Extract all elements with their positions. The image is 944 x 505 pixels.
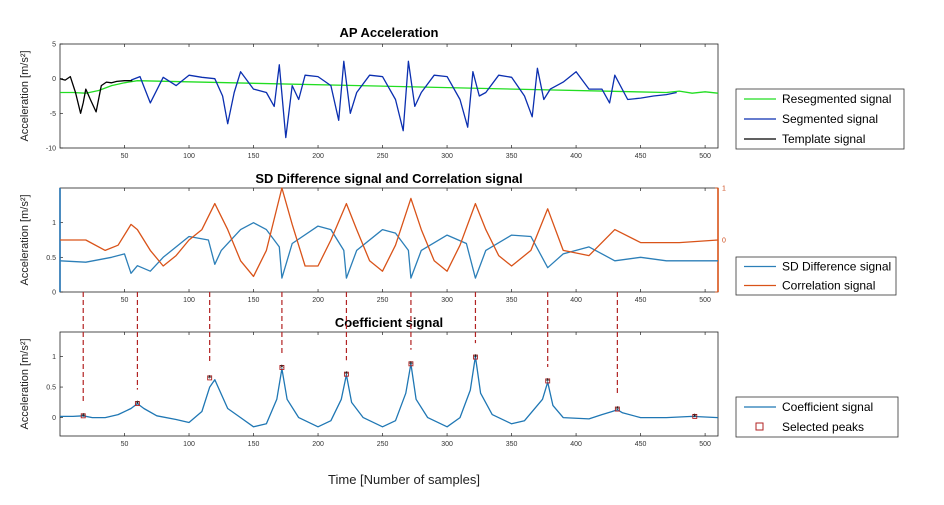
x-tick-label: 400 <box>570 153 582 160</box>
chart-title-2: SD Difference signal and Correlation sig… <box>255 171 522 186</box>
legend-marker <box>755 422 764 431</box>
plot-area-2 <box>59 187 719 293</box>
series-line-segmented-signal <box>130 60 677 139</box>
x-tick-label: 450 <box>635 441 647 448</box>
y-tick-label: 0.5 <box>46 255 56 262</box>
x-tick-label: 50 <box>121 153 129 160</box>
selected-peak-marker <box>408 361 414 367</box>
chart-title-1: AP Acceleration <box>340 25 439 40</box>
selected-peak-star: * <box>693 412 697 421</box>
x-tick-label: 50 <box>121 297 129 304</box>
x-tick-label: 500 <box>699 297 711 304</box>
x-tick-label: 200 <box>312 153 324 160</box>
x-tick-label: 350 <box>506 153 518 160</box>
selected-peak-marker <box>614 406 620 412</box>
x-tick-label: 350 <box>506 441 518 448</box>
x-tick-label: 100 <box>183 297 195 304</box>
series-line-correlation-signal <box>60 187 719 278</box>
chart-title-3: Coefficient signal <box>335 315 443 330</box>
x-tick-label: 300 <box>441 297 453 304</box>
selected-peak-star: * <box>344 370 348 379</box>
x-tick-label: 50 <box>121 441 129 448</box>
x-tick-label: 450 <box>635 297 647 304</box>
y-axis-label-1: Acceleration [m/s²] <box>19 50 31 141</box>
selected-peak-star: * <box>135 400 139 409</box>
x-tick-label: 150 <box>248 153 260 160</box>
selected-peak-marker <box>279 365 285 370</box>
series-line-template-signal <box>59 75 133 114</box>
series-line-sd-difference-signal <box>59 222 718 279</box>
series-line-resegmented-signal <box>60 80 719 94</box>
y-tick-label: 0 <box>52 290 56 297</box>
y-tick-label: -10 <box>46 146 56 153</box>
x-tick-label: 200 <box>312 441 324 448</box>
y-tick-label: 1 <box>52 220 56 227</box>
x-tick-label: 250 <box>377 441 389 448</box>
selected-peak-marker <box>343 371 349 377</box>
legend-label: Coefficient signal <box>782 400 873 414</box>
y-axis-label-3: Acceleration [m/s²] <box>19 338 31 429</box>
selected-peak-marker <box>207 375 213 381</box>
x-tick-label: 450 <box>635 153 647 160</box>
y2-tick-label: 0 <box>722 238 726 245</box>
series-line-coefficient-signal <box>60 355 719 428</box>
plot-area-3 <box>59 331 719 437</box>
selected-peak-star: * <box>81 412 85 421</box>
selected-peak-star: * <box>615 405 619 414</box>
x-tick-label: 100 <box>183 153 195 160</box>
x-tick-label: 400 <box>570 297 582 304</box>
x-tick-label: 150 <box>248 441 260 448</box>
x-tick-label: 500 <box>699 441 711 448</box>
selected-peak-marker <box>545 378 551 384</box>
x-tick-label: 100 <box>183 441 195 448</box>
selected-peak-marker <box>472 354 478 360</box>
selected-peak-star: * <box>473 353 477 362</box>
selected-peak-star: * <box>409 360 413 369</box>
legend-label: SD Difference signal <box>782 260 891 274</box>
selected-peak-star: * <box>280 363 284 372</box>
x-axis-label: Time [Number of samples] <box>328 472 480 487</box>
selected-peak-marker <box>134 401 140 407</box>
plot-area-1 <box>59 43 719 149</box>
selected-peak-marker <box>692 413 698 419</box>
x-tick-label: 500 <box>699 153 711 160</box>
y-tick-label: -5 <box>50 111 56 118</box>
legend-label: Resegmented signal <box>782 92 891 106</box>
legend-box-2 <box>735 256 897 296</box>
x-tick-label: 250 <box>377 297 389 304</box>
x-tick-label: 200 <box>312 297 324 304</box>
legend-label: Correlation signal <box>782 279 875 293</box>
x-tick-label: 150 <box>248 297 260 304</box>
y-axis-label-2: Acceleration [m/s²] <box>19 194 31 285</box>
x-tick-label: 250 <box>377 153 389 160</box>
y-tick-label: 0 <box>52 415 56 422</box>
y-tick-label: 1 <box>52 354 56 361</box>
legend-label: Template signal <box>782 132 865 146</box>
legend-label: Selected peaks <box>782 420 864 434</box>
y2-tick-label: 1 <box>722 186 726 193</box>
y-tick-label: 0.5 <box>46 385 56 392</box>
selected-peak-marker <box>80 413 86 419</box>
selected-peak-star: * <box>208 374 212 383</box>
legend-label: Segmented signal <box>782 112 878 126</box>
x-tick-label: 350 <box>506 297 518 304</box>
y-tick-label: 0 <box>52 76 56 83</box>
x-tick-label: 300 <box>441 441 453 448</box>
x-tick-label: 300 <box>441 153 453 160</box>
selected-peak-star: * <box>546 377 550 386</box>
x-tick-label: 400 <box>570 441 582 448</box>
y-tick-label: 5 <box>52 42 56 49</box>
